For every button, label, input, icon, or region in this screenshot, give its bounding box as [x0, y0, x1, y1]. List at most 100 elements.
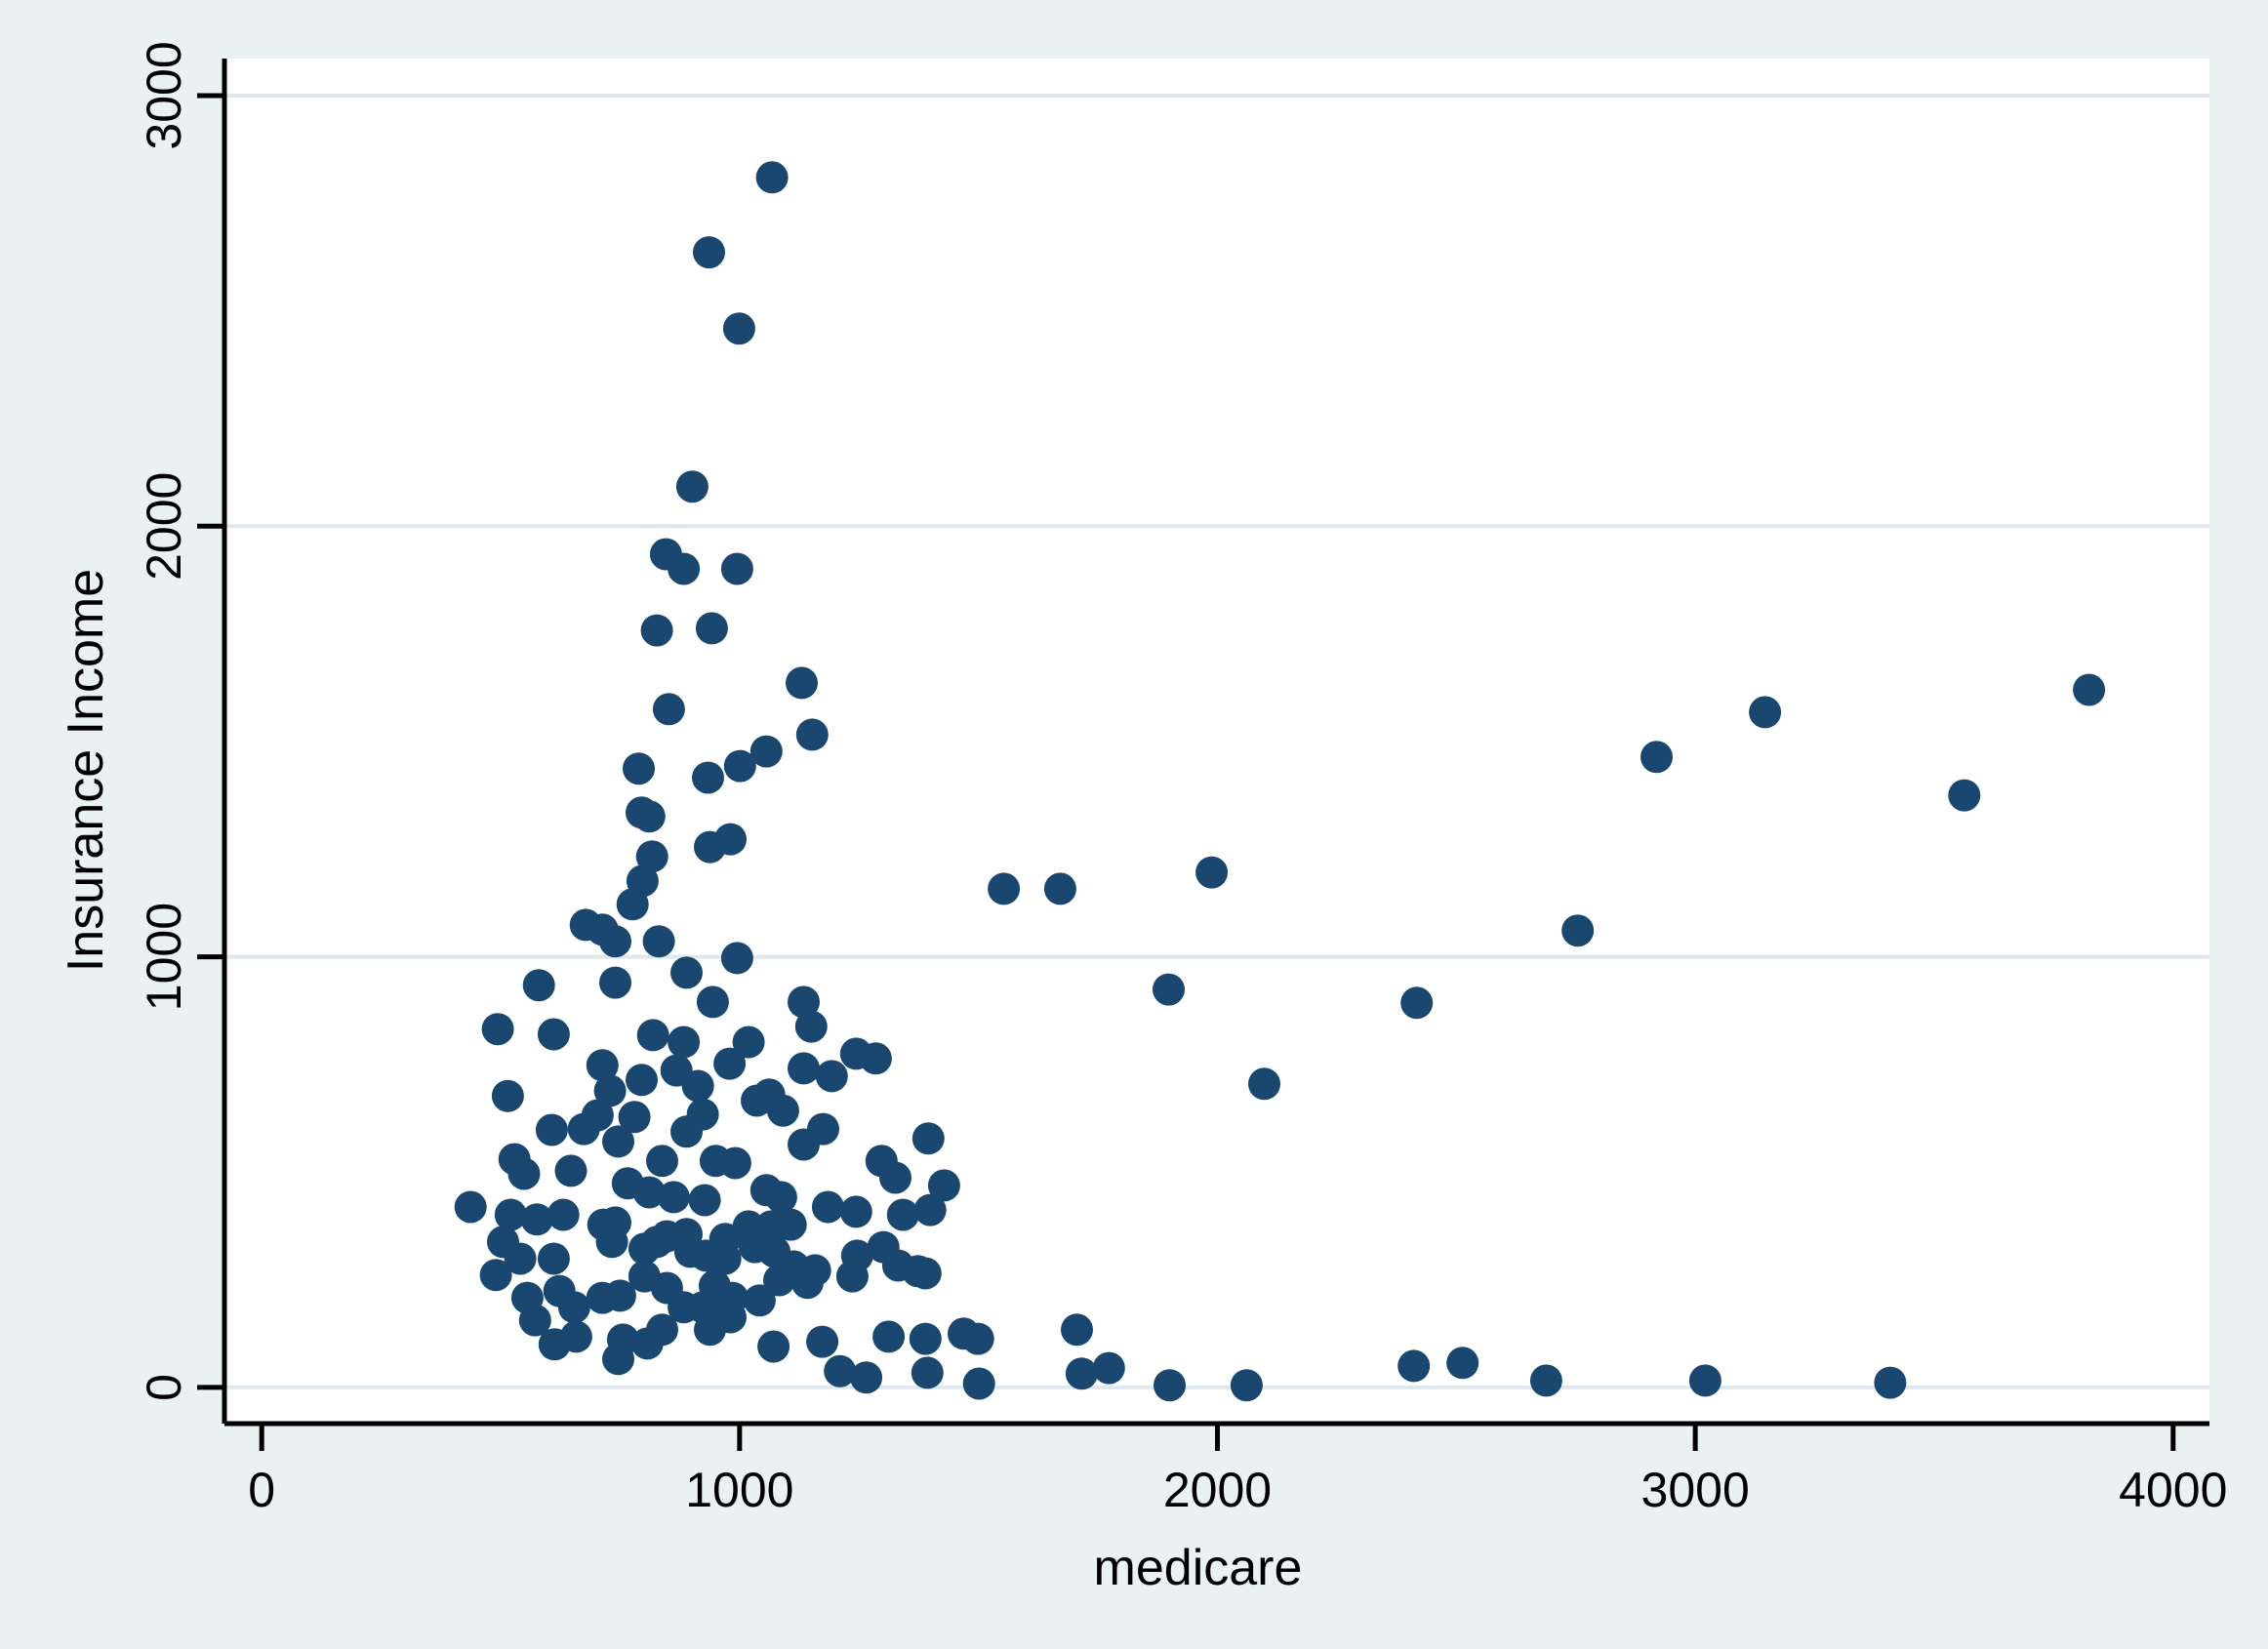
data-point — [743, 1284, 776, 1317]
data-point — [1400, 986, 1434, 1020]
data-point — [547, 1198, 580, 1231]
data-point — [670, 956, 703, 989]
data-point — [657, 1181, 690, 1214]
data-point — [595, 1226, 628, 1259]
data-point — [681, 1069, 714, 1103]
data-point — [494, 1198, 527, 1231]
data-point — [586, 1049, 619, 1082]
data-point — [962, 1367, 995, 1400]
data-point — [554, 1154, 587, 1187]
data-point — [618, 1101, 651, 1134]
data-point — [859, 1042, 892, 1075]
data-point — [911, 1356, 944, 1389]
data-point — [755, 161, 789, 194]
data-point — [668, 552, 701, 585]
data-point — [835, 1260, 869, 1293]
data-point — [913, 1193, 947, 1227]
data-point — [741, 1084, 773, 1117]
data-point — [603, 1279, 636, 1312]
data-point — [537, 1242, 570, 1275]
data-point — [616, 888, 649, 921]
data-point — [518, 1304, 551, 1337]
data-point — [988, 872, 1021, 905]
data-point — [1561, 914, 1595, 947]
data-point — [599, 925, 631, 958]
data-point — [537, 1018, 570, 1051]
data-point — [824, 1354, 857, 1388]
y-tick-label-2000: 2000 — [137, 472, 191, 581]
data-point — [1529, 1364, 1562, 1397]
data-point — [668, 1026, 701, 1059]
data-point — [749, 735, 783, 768]
data-point — [535, 1113, 568, 1146]
data-point — [1043, 872, 1076, 905]
data-point — [786, 666, 818, 700]
data-point — [646, 1145, 678, 1178]
data-point — [1749, 696, 1782, 729]
data-point — [599, 966, 631, 999]
data-point — [757, 1330, 790, 1363]
data-point — [1397, 1349, 1431, 1383]
y-tick-label-1000: 1000 — [137, 903, 191, 1011]
data-point — [479, 1259, 512, 1292]
data-point — [507, 1157, 541, 1190]
data-point — [538, 1328, 571, 1361]
data-points — [454, 161, 2106, 1402]
data-point — [692, 761, 724, 794]
data-point — [723, 749, 756, 783]
data-point — [557, 1291, 590, 1324]
data-point — [1248, 1067, 1280, 1101]
data-point — [720, 942, 753, 975]
data-point — [1640, 741, 1673, 774]
data-point — [788, 985, 820, 1019]
data-point — [646, 1313, 678, 1347]
data-point — [850, 1361, 883, 1394]
data-point — [636, 1019, 669, 1052]
data-point — [1154, 1369, 1186, 1402]
x-tick-label-2000: 2000 — [1163, 1463, 1272, 1517]
data-point — [764, 1181, 797, 1214]
data-point — [635, 840, 668, 873]
y-tick-label-0: 0 — [137, 1374, 191, 1401]
data-point — [522, 969, 555, 1002]
data-point — [1061, 1313, 1093, 1347]
data-point — [675, 470, 709, 503]
data-point — [1065, 1357, 1098, 1390]
data-point — [1446, 1347, 1479, 1380]
data-point — [1153, 973, 1185, 1006]
data-point — [709, 1242, 742, 1275]
data-point — [732, 1026, 765, 1059]
data-point — [720, 552, 753, 585]
x-tick-label-3000: 3000 — [1641, 1463, 1750, 1517]
data-point — [909, 1257, 942, 1290]
data-point — [504, 1242, 537, 1275]
plot-area — [224, 59, 2209, 1424]
data-point — [606, 1323, 639, 1356]
data-point — [694, 830, 726, 864]
data-point — [763, 1264, 795, 1297]
data-point — [693, 236, 725, 269]
data-point — [520, 1203, 553, 1236]
data-point — [688, 1184, 721, 1217]
data-point — [879, 1161, 911, 1194]
data-point — [718, 1146, 751, 1180]
data-point — [961, 1322, 994, 1355]
data-point — [696, 985, 729, 1019]
data-point — [815, 1060, 848, 1093]
data-point — [642, 925, 675, 958]
data-point — [713, 1047, 747, 1080]
data-point — [794, 1010, 828, 1043]
data-point — [602, 1125, 634, 1158]
data-point — [909, 1322, 942, 1355]
data-point — [839, 1195, 872, 1228]
data-point — [686, 1098, 719, 1131]
data-point — [1948, 779, 1981, 812]
data-point — [1688, 1364, 1721, 1397]
data-point — [491, 1079, 524, 1112]
data-point — [1230, 1369, 1263, 1402]
data-point — [872, 1320, 906, 1353]
data-point — [911, 1122, 945, 1155]
data-point — [788, 1128, 820, 1161]
